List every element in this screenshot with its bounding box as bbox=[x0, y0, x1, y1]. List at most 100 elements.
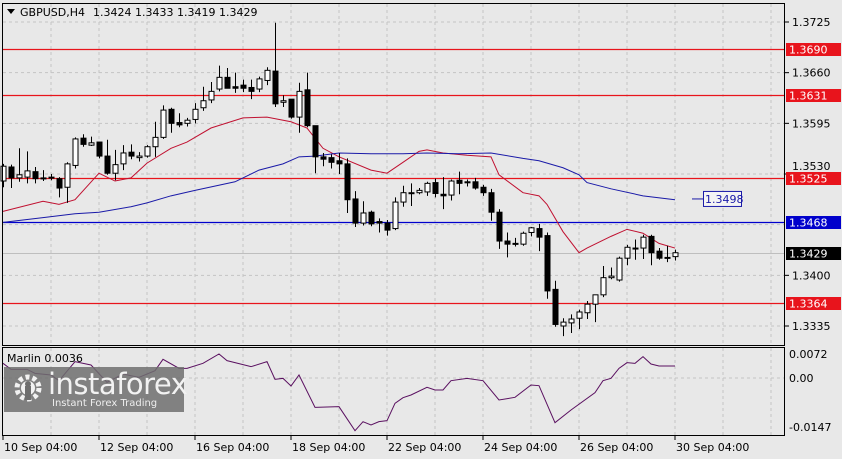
candle bbox=[32, 166, 39, 184]
candle bbox=[144, 145, 151, 158]
candle bbox=[600, 265, 607, 298]
candle-body-bear bbox=[272, 70, 279, 105]
price-tick-label: 1.3335 bbox=[792, 320, 831, 333]
time-tick-label: 22 Sep 04:00 bbox=[388, 441, 461, 454]
candle-body-bull bbox=[112, 164, 119, 174]
candle bbox=[208, 82, 215, 104]
candle-body-bull bbox=[160, 109, 167, 138]
candle-body-bear bbox=[56, 178, 63, 189]
candle-body-bear bbox=[664, 256, 671, 259]
candle bbox=[192, 103, 199, 124]
candle bbox=[80, 134, 87, 147]
candle-body-bear bbox=[512, 242, 519, 245]
candle-body-bull bbox=[208, 90, 215, 101]
candle-body-bear bbox=[496, 211, 503, 242]
candle bbox=[56, 177, 63, 198]
level-price-label: 1.3468 bbox=[789, 217, 828, 230]
candle bbox=[416, 188, 423, 195]
ma-value-label: 1.3498 bbox=[705, 193, 744, 206]
horizontal-levels[interactable] bbox=[3, 48, 784, 305]
level-price-label: 1.3525 bbox=[789, 173, 828, 186]
candles bbox=[0, 22, 679, 337]
candle bbox=[248, 79, 255, 100]
level-price-tag bbox=[786, 216, 841, 229]
level-price-label: 1.3631 bbox=[789, 90, 828, 103]
candle bbox=[320, 152, 327, 167]
candle-body-bull bbox=[24, 170, 31, 178]
candle bbox=[672, 249, 679, 261]
candle-body-bear bbox=[336, 160, 343, 165]
candle bbox=[384, 219, 391, 236]
candle bbox=[552, 280, 559, 327]
candle-body-bull bbox=[568, 318, 575, 324]
candle-body-bear bbox=[176, 122, 183, 126]
candle-body-bull bbox=[416, 189, 423, 194]
candle bbox=[256, 76, 263, 93]
candle-body-bear bbox=[632, 247, 639, 250]
candle bbox=[648, 234, 655, 266]
candle bbox=[168, 107, 175, 133]
candle-body-bear bbox=[536, 228, 543, 238]
candle-body-bear bbox=[648, 235, 655, 254]
gear-icon bbox=[14, 374, 42, 402]
candle-body-bull bbox=[448, 180, 455, 196]
candle bbox=[616, 256, 623, 282]
candle bbox=[376, 218, 383, 233]
candle bbox=[160, 105, 167, 139]
candle bbox=[296, 82, 303, 133]
candle-body-bear bbox=[656, 250, 663, 259]
candle bbox=[152, 121, 159, 157]
candle-body-bear bbox=[320, 156, 327, 160]
collapse-triangle-icon[interactable] bbox=[7, 9, 15, 14]
price-tick-label: 1.3530 bbox=[792, 160, 831, 173]
candle-body-bear bbox=[288, 98, 295, 118]
candle bbox=[432, 178, 439, 198]
level-price-tag bbox=[786, 172, 841, 185]
candle-body-bull bbox=[520, 232, 527, 245]
candle bbox=[528, 227, 535, 237]
candle-body-bear bbox=[240, 84, 247, 89]
candle bbox=[48, 174, 55, 181]
candle bbox=[224, 67, 231, 89]
candle bbox=[104, 139, 111, 175]
candle-body-bear bbox=[80, 137, 87, 145]
fast-ma-line bbox=[2, 116, 676, 254]
candle bbox=[424, 181, 431, 196]
candle bbox=[456, 171, 463, 195]
candle-body-bear bbox=[480, 186, 487, 194]
price-tick-label: 1.3725 bbox=[792, 16, 831, 29]
time-tick-label: 26 Sep 04:00 bbox=[580, 441, 653, 454]
indicator-tick-label: 0.00 bbox=[789, 372, 814, 385]
logo-name: instaforex bbox=[48, 367, 188, 401]
price-tick-label: 1.3400 bbox=[792, 269, 831, 282]
candle-body-bull bbox=[296, 90, 303, 118]
time-tick-label: 24 Sep 04:00 bbox=[484, 441, 557, 454]
candle bbox=[328, 154, 335, 169]
candle-body-bull bbox=[464, 181, 471, 184]
candle-body-bull bbox=[152, 136, 159, 148]
candle-body-bull bbox=[672, 252, 679, 258]
candle bbox=[656, 248, 663, 260]
candle-body-bear bbox=[344, 163, 351, 201]
candle bbox=[664, 245, 671, 263]
candle bbox=[536, 223, 543, 252]
candle bbox=[232, 72, 239, 93]
candle bbox=[240, 79, 247, 93]
candle-body-bear bbox=[456, 179, 463, 184]
candle bbox=[96, 141, 103, 159]
current-price-tag bbox=[786, 247, 841, 260]
candle bbox=[632, 239, 639, 260]
candle-body-bull bbox=[392, 201, 399, 230]
candle-body-bear bbox=[408, 192, 415, 195]
candle bbox=[352, 191, 359, 228]
candle-body-bull bbox=[616, 257, 623, 281]
candle bbox=[592, 294, 599, 323]
indicator-label: Marlin 0.0036 bbox=[7, 352, 83, 365]
candle bbox=[16, 148, 23, 182]
candle bbox=[392, 197, 399, 231]
candle-body-bull bbox=[560, 321, 567, 327]
candle bbox=[200, 86, 207, 111]
candle-body-bear bbox=[248, 86, 255, 92]
candle-body-bull bbox=[120, 152, 127, 165]
candle-body-bear bbox=[376, 221, 383, 224]
